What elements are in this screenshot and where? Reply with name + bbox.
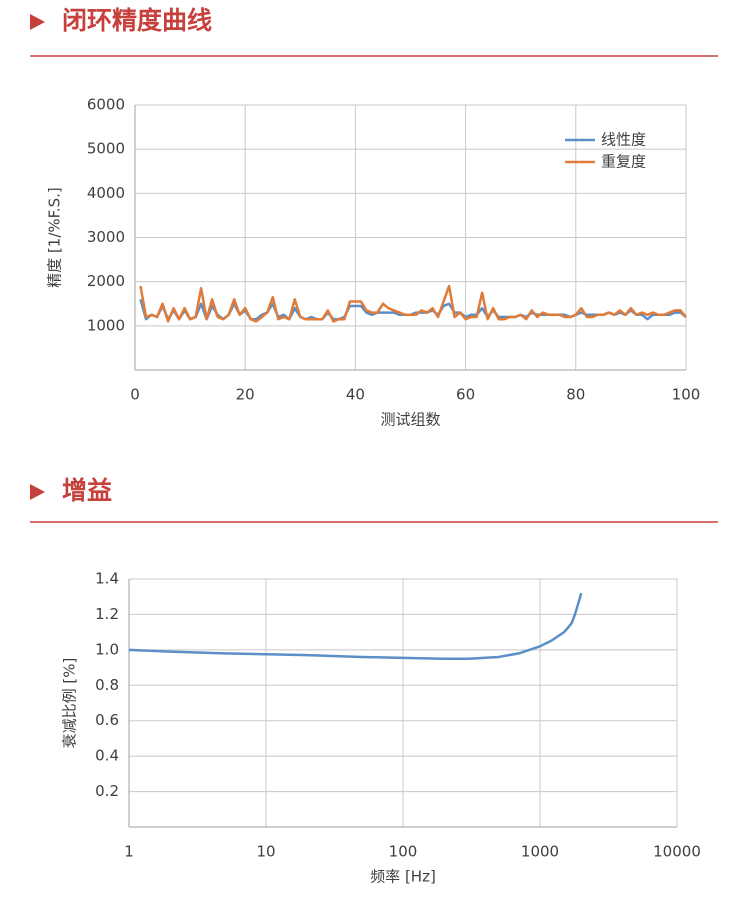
x-tick-label: 20	[236, 386, 255, 404]
y-tick-label: 0.2	[95, 782, 119, 800]
legend-label: 重复度	[601, 153, 646, 171]
y-tick-label: 3000	[87, 228, 125, 246]
data-line	[139, 298, 687, 321]
y-tick-label: 4000	[87, 184, 125, 202]
y-axis-title: 衰减比例 [%]	[61, 658, 79, 749]
y-tick-label: 5000	[87, 140, 125, 158]
y-tick-label: 1.4	[95, 570, 119, 588]
y-tick-label: 0.6	[95, 711, 119, 729]
data-line	[128, 592, 583, 660]
heading-marker	[30, 484, 45, 500]
y-tick-label: 0.4	[95, 747, 119, 765]
y-tick-label: 2000	[87, 272, 125, 290]
x-tick-label: 1	[124, 843, 134, 861]
y-tick-label: 1.2	[95, 605, 119, 623]
section-heading: 增益	[62, 476, 112, 505]
x-tick-label: 100	[389, 843, 418, 861]
x-tick-label: 100	[672, 386, 701, 404]
x-axis-title: 测试组数	[380, 411, 440, 429]
y-tick-label: 1000	[87, 316, 125, 334]
y-axis-title: 精度 [1/%F.S.]	[46, 187, 64, 288]
section-heading: 闭环精度曲线	[62, 6, 212, 35]
y-tick-label: 0.8	[95, 676, 119, 694]
x-axis-title: 频率 [Hz]	[370, 868, 436, 886]
y-tick-label: 6000	[87, 96, 125, 114]
x-tick-label: 60	[456, 386, 475, 404]
x-tick-label: 1000	[521, 843, 559, 861]
x-tick-label: 10	[256, 843, 275, 861]
x-tick-label: 80	[566, 386, 585, 404]
x-tick-label: 10000	[653, 843, 701, 861]
y-tick-label: 1.0	[95, 640, 119, 658]
x-tick-label: 0	[130, 386, 140, 404]
data-line	[139, 284, 687, 323]
legend-label: 线性度	[601, 131, 646, 149]
heading-marker	[30, 14, 45, 30]
x-tick-label: 40	[346, 386, 365, 404]
